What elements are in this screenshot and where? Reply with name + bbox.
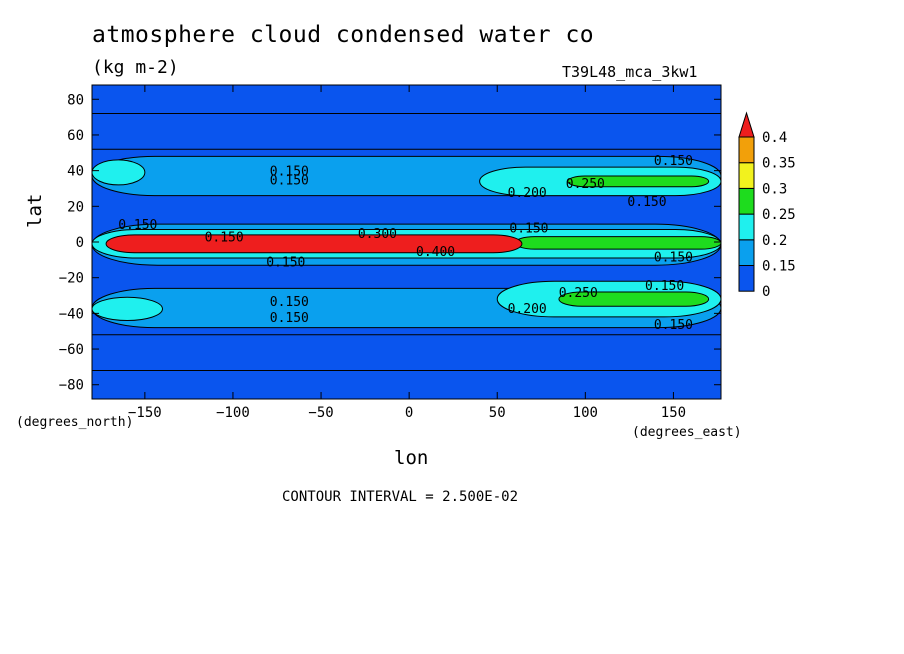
colorbar-arrow <box>738 111 755 138</box>
colorbar-label: 0 <box>762 284 770 300</box>
plot-units: (kg m-2) <box>92 57 179 78</box>
colorbar-box <box>738 265 755 292</box>
contour-label: 0.150 <box>654 318 693 333</box>
y-tick-label: 80 <box>67 92 84 108</box>
contour-label: 0.400 <box>416 245 455 260</box>
y-tick-label: 40 <box>67 164 84 180</box>
x-tick-label: 0 <box>405 405 413 421</box>
x-tick-label: 150 <box>661 405 686 421</box>
y-tick-label: 20 <box>67 199 84 215</box>
colorbar-label: 0.15 <box>762 259 796 275</box>
contour-label: 0.150 <box>270 311 309 326</box>
contour-label: 0.150 <box>266 256 305 271</box>
contour-label: 0.150 <box>205 231 244 246</box>
colorbar-box <box>738 213 755 241</box>
x-axis-label: lon <box>394 447 429 469</box>
x-tick-label: 100 <box>573 405 598 421</box>
contour-region-tropical-west-max <box>514 236 722 250</box>
contour-label: 0.150 <box>118 218 157 233</box>
colorbar-box <box>738 239 755 267</box>
contour-label: 0.150 <box>270 174 309 189</box>
colorbar-box <box>738 162 755 189</box>
contour-label: 0.250 <box>566 177 605 192</box>
colorbar-label: 0.4 <box>762 130 787 146</box>
contour-label: 0.150 <box>509 222 548 237</box>
plot-title: atmosphere cloud condensed water co <box>92 22 595 48</box>
contour-label: 0.150 <box>270 165 309 180</box>
contour-region-nh-east-max <box>567 175 710 188</box>
contour-region-sh-west-core <box>91 296 163 322</box>
contour-region-nh-west-core <box>91 159 146 186</box>
x-tick-label: −100 <box>216 405 250 421</box>
contour-label: 0.200 <box>508 302 547 317</box>
colorbar-label: 0.25 <box>762 207 796 223</box>
contour-label: 0.150 <box>645 279 684 294</box>
y-tick-label: 60 <box>67 128 84 144</box>
y-axis-units: (degrees_north) <box>16 415 134 430</box>
x-tick-label: −50 <box>308 405 333 421</box>
colorbar-box <box>738 136 755 164</box>
y-axis-label: lat <box>24 193 46 228</box>
x-axis-units: (degrees_east) <box>632 425 742 440</box>
y-tick-label: 0 <box>76 235 84 251</box>
x-tick-label: 50 <box>489 405 506 421</box>
contour-label: 0.200 <box>508 186 547 201</box>
x-tick-label: −150 <box>128 405 162 421</box>
contour-label: 0.150 <box>654 154 693 169</box>
contour-region-itcz-max <box>105 234 523 254</box>
colorbar-label: 0.2 <box>762 233 787 249</box>
y-tick-label: −60 <box>59 342 84 358</box>
y-tick-label: −20 <box>59 271 84 287</box>
contour-region-sh-east-max <box>558 291 710 307</box>
y-tick-label: −40 <box>59 306 84 322</box>
colorbar-label: 0.35 <box>762 156 796 172</box>
experiment-label: T39L48_mca_3kw1 <box>562 63 698 81</box>
contour-label: 0.300 <box>358 227 397 242</box>
contour-label: 0.150 <box>654 250 693 265</box>
contour-interval-note: CONTOUR INTERVAL = 2.500E-02 <box>282 489 519 505</box>
y-tick-label: −80 <box>59 378 84 394</box>
colorbar-box <box>738 187 755 215</box>
contour-label: 0.150 <box>270 295 309 310</box>
colorbar-label: 0.3 <box>762 181 787 197</box>
contour-label: 0.250 <box>559 286 598 301</box>
contour-label: 0.150 <box>627 195 666 210</box>
